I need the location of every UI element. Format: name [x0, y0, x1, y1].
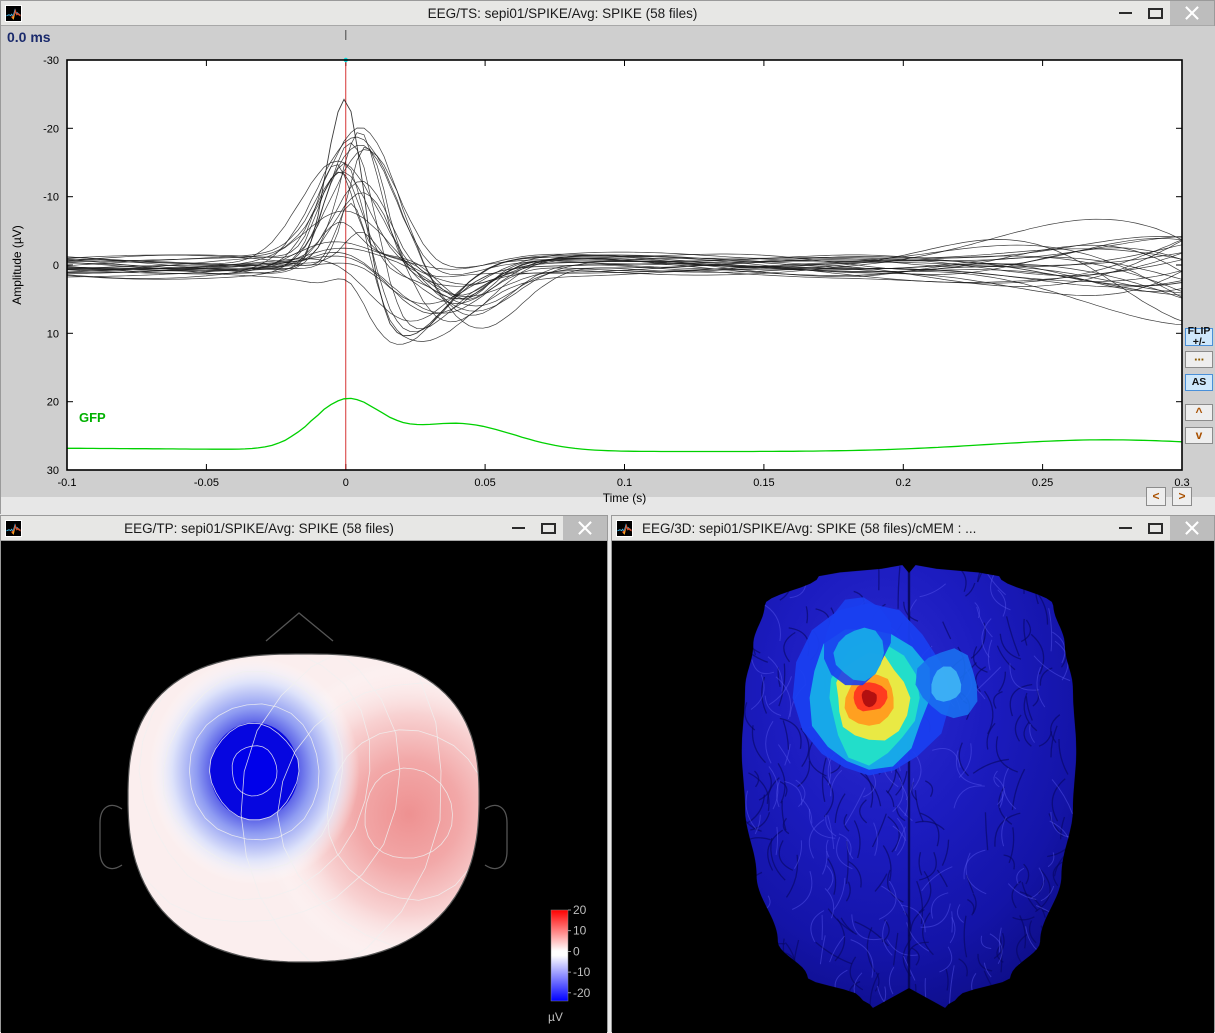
svg-text:0.25: 0.25: [1032, 477, 1053, 489]
svg-text:-10: -10: [573, 965, 591, 979]
svg-text:-0.1: -0.1: [58, 477, 77, 489]
svg-text:30: 30: [47, 465, 59, 477]
svg-text:-20: -20: [573, 986, 591, 1000]
svg-text:-20: -20: [43, 123, 59, 135]
svg-text:Time (s): Time (s): [603, 491, 647, 505]
svg-text:10: 10: [47, 328, 59, 340]
svg-text:20: 20: [47, 397, 59, 409]
svg-text:GFP: GFP: [79, 410, 106, 425]
svg-text:Amplitude (µV): Amplitude (µV): [10, 225, 24, 305]
svg-text:0: 0: [343, 477, 349, 489]
svg-text:µV: µV: [548, 1010, 563, 1024]
svg-text:0: 0: [573, 944, 580, 958]
svg-text:0.0 ms: 0.0 ms: [7, 29, 51, 45]
svg-text:-0.05: -0.05: [194, 477, 219, 489]
svg-text:0.15: 0.15: [753, 477, 774, 489]
svg-text:0.05: 0.05: [474, 477, 495, 489]
svg-text:0: 0: [53, 260, 59, 272]
svg-text:-10: -10: [43, 192, 59, 204]
svg-text:0.2: 0.2: [896, 477, 911, 489]
svg-text:0.1: 0.1: [617, 477, 632, 489]
svg-text:-30: -30: [43, 55, 59, 67]
svg-text:10: 10: [573, 924, 587, 938]
svg-text:20: 20: [573, 903, 587, 917]
